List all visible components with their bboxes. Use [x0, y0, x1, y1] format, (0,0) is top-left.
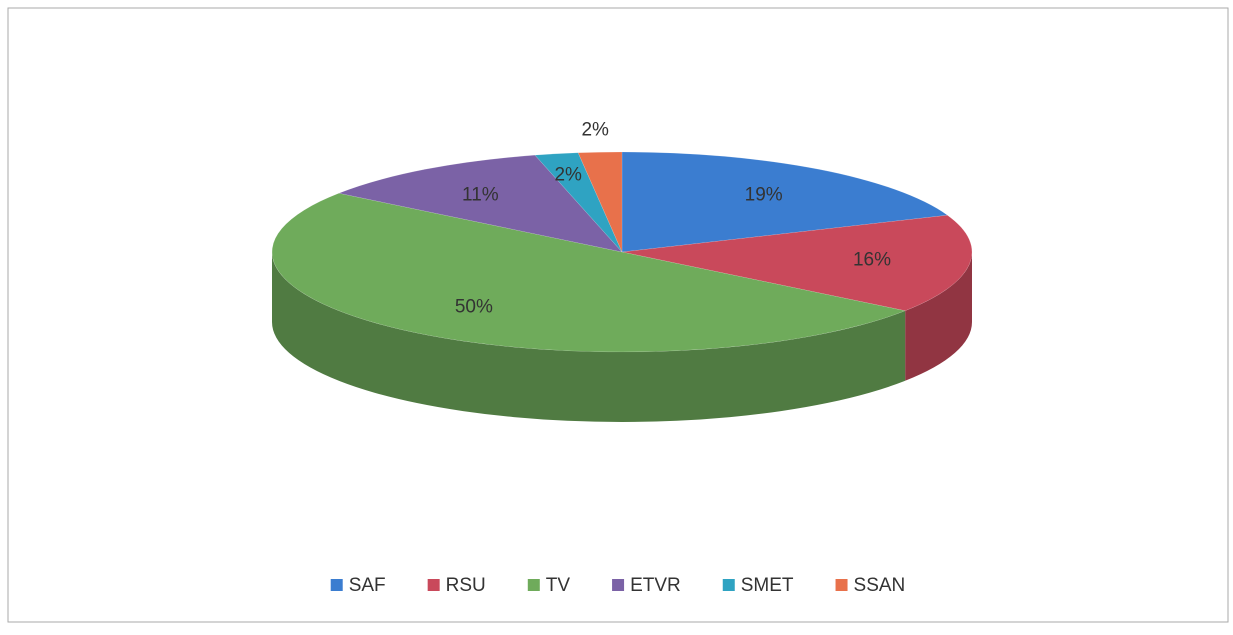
legend-item: SMET [722, 575, 794, 596]
legend-swatch [722, 579, 735, 591]
pie-slice [577, 151, 623, 253]
legend: SAF RSU TV ETVR SMET SSAN [330, 575, 906, 596]
pie-slice [337, 154, 623, 253]
pie-slice [534, 152, 623, 253]
data-labels: 19% 16% 50% 11% 2% 2% [455, 119, 891, 317]
legend-label: TV [546, 575, 571, 596]
legend-swatch [427, 579, 440, 591]
legend-swatch [612, 579, 625, 591]
legend-label: SMET [741, 575, 794, 596]
legend-label: RSU [446, 575, 486, 596]
pie-side [905, 252, 972, 381]
legend-item: SAF [330, 575, 386, 596]
legend-item: ETVR [612, 575, 681, 596]
pie-tops [271, 151, 973, 353]
data-label: 16% [853, 250, 891, 271]
data-label: 50% [455, 296, 493, 317]
data-label: 11% [462, 184, 499, 205]
data-label: 2% [554, 164, 582, 185]
legend-swatch [330, 579, 343, 591]
data-label: 2% [581, 119, 609, 140]
legend-label: SAF [349, 575, 386, 596]
pie-slice [621, 214, 973, 312]
legend-label: ETVR [630, 575, 681, 596]
legend-swatch [835, 579, 848, 591]
pie-slice [271, 192, 907, 353]
data-label: 19% [745, 184, 783, 205]
pie-slice [621, 151, 949, 253]
pie-side [272, 252, 906, 422]
legend-swatch [527, 579, 540, 591]
legend-item: RSU [427, 575, 486, 596]
legend-item: TV [527, 575, 571, 596]
pie-sides [272, 252, 972, 422]
legend-label: SSAN [854, 575, 906, 596]
legend-item: SSAN [835, 575, 906, 596]
